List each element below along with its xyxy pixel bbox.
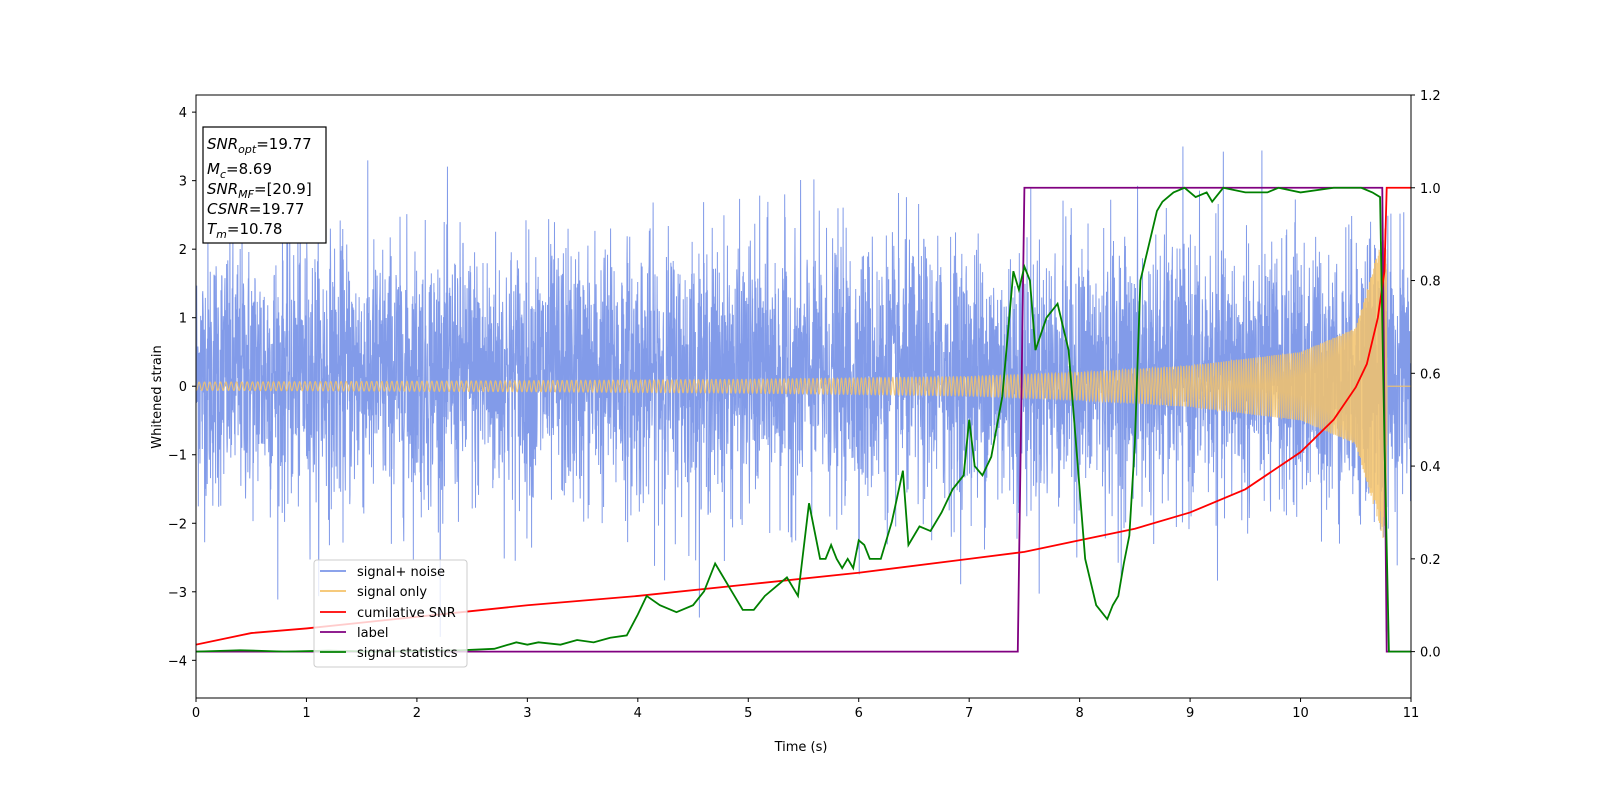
series-signal-statistics-line [196, 186, 1411, 653]
info-csnr-base: CSNR [207, 200, 249, 218]
info-box-frame [202, 126, 327, 244]
info-box: SNRopt=19.77 Mc=8.69 SNRMF=[20.9] CSNR=1… [202, 126, 327, 244]
plot-area [196, 146, 1411, 653]
legend-frame [313, 559, 468, 668]
legend-label-signal-only: signal only [357, 585, 427, 600]
info-snr-opt: SNRopt=19.77 [207, 135, 312, 156]
info-mc-sub: c [220, 168, 226, 181]
info-mc-base: M [207, 160, 220, 178]
y2-tick-label: 0.2 [1420, 553, 1441, 568]
y-tick-label: 0 [179, 380, 187, 395]
legend-label-signal-statistics: signal statistics [357, 646, 458, 661]
info-tm: Tm=10.78 [207, 220, 282, 241]
legend-label-cumulative-snr: cumilative SNR [357, 606, 456, 621]
y2-tick-label: 0.0 [1420, 646, 1441, 661]
x-axis-label: Time (s) [774, 740, 828, 755]
legend-label-label: label [357, 626, 388, 641]
x-tick-label: 9 [1186, 706, 1194, 721]
info-snr-opt-value: =19.77 [256, 135, 312, 153]
y-axis-label: Whitened strain [150, 345, 165, 448]
series-cumulative-snr-line [196, 186, 1411, 646]
info-snr-opt-sub: opt [238, 143, 257, 156]
y2-tick-label: 0.8 [1420, 275, 1441, 290]
x-tick-label: 1 [302, 706, 310, 721]
axes-layer: 0 1 2 3 4 5 6 7 8 9 10 1143210−1−2−3−41.21.00.80.60… [168, 89, 1441, 721]
y2-tick-label: 1.2 [1420, 89, 1441, 104]
info-snr-mf-sub: MF [238, 188, 254, 201]
y-tick-label: 3 [179, 175, 187, 190]
plot-layer [196, 146, 1411, 653]
info-tm-base: T [207, 220, 218, 238]
x-tick-label: 7 [965, 706, 973, 721]
y-tick-label: −4 [168, 654, 187, 669]
x-tick-label: 0 [192, 706, 200, 721]
x-tick-label: 3 [523, 706, 531, 721]
legend: signal+ noise signal only cumilative SNR… [313, 559, 468, 668]
info-mc-value: =8.69 [226, 160, 272, 178]
info-csnr-value: =19.77 [249, 200, 305, 218]
y-tick-label: 2 [179, 243, 187, 258]
x-tick-label: 5 [744, 706, 752, 721]
info-snr-mf-base: SNR [207, 180, 238, 198]
legend-label-signal-noise: signal+ noise [357, 565, 445, 580]
info-tm-value: =10.78 [227, 220, 283, 238]
x-tick-label: 4 [634, 706, 642, 721]
y2-tick-label: 0.6 [1420, 367, 1441, 382]
x-tick-label: 2 [413, 706, 421, 721]
plot-frame [195, 94, 1412, 699]
y2-tick-label: 0.4 [1420, 460, 1441, 475]
y-tick-label: 4 [179, 106, 187, 121]
series-signal-only-line [196, 228, 1411, 538]
y-tick-label: 1 [179, 312, 187, 327]
y-tick-label: −3 [168, 586, 187, 601]
info-csnr: CSNR=19.77 [207, 200, 304, 218]
x-tick-label: 11 [1403, 706, 1420, 721]
y2-tick-label: 1.0 [1420, 182, 1441, 197]
y-tick-label: −1 [168, 449, 187, 464]
x-tick-label: 10 [1292, 706, 1309, 721]
info-mc: Mc=8.69 [207, 160, 272, 181]
x-tick-label: 8 [1075, 706, 1083, 721]
info-tm-sub: m [216, 228, 227, 241]
x-tick-label: 6 [855, 706, 863, 721]
info-snr-mf-value: =[20.9] [254, 180, 312, 198]
y-tick-label: −2 [168, 517, 187, 532]
info-snr-opt-base: SNR [207, 135, 238, 153]
info-snr-mf: SNRMF=[20.9] [207, 180, 312, 201]
